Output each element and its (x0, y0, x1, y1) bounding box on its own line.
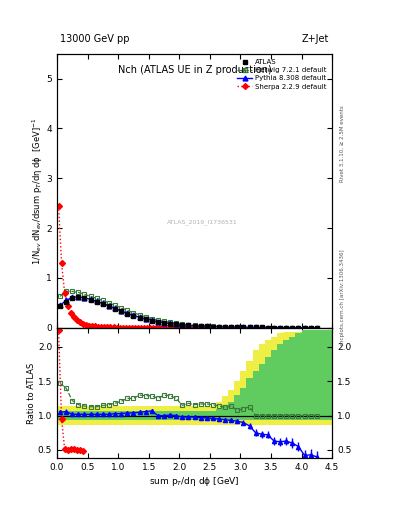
Text: Rivet 3.1.10, ≥ 2.5M events: Rivet 3.1.10, ≥ 2.5M events (340, 105, 345, 182)
Y-axis label: 1/N$_{ev}$ dN$_{ev}$/dsum p$_{T}$/dη dϕ  [GeV]$^{-1}$: 1/N$_{ev}$ dN$_{ev}$/dsum p$_{T}$/dη dϕ … (31, 117, 45, 265)
Text: Nch (ATLAS UE in Z production): Nch (ATLAS UE in Z production) (118, 65, 272, 75)
Legend: ATLAS, Herwig 7.2.1 default, Pythia 8.308 default, Sherpa 2.2.9 default: ATLAS, Herwig 7.2.1 default, Pythia 8.30… (235, 57, 329, 92)
Text: Z+Jet: Z+Jet (302, 34, 329, 44)
Text: ATLAS_2019_I1736531: ATLAS_2019_I1736531 (167, 220, 238, 225)
X-axis label: sum p$_{T}$/dη dϕ [GeV]: sum p$_{T}$/dη dϕ [GeV] (149, 475, 240, 488)
Text: mcplots.cern.ch [arXiv:1306.3436]: mcplots.cern.ch [arXiv:1306.3436] (340, 249, 345, 345)
Text: 13000 GeV pp: 13000 GeV pp (60, 34, 129, 44)
Y-axis label: Ratio to ATLAS: Ratio to ATLAS (28, 362, 37, 423)
